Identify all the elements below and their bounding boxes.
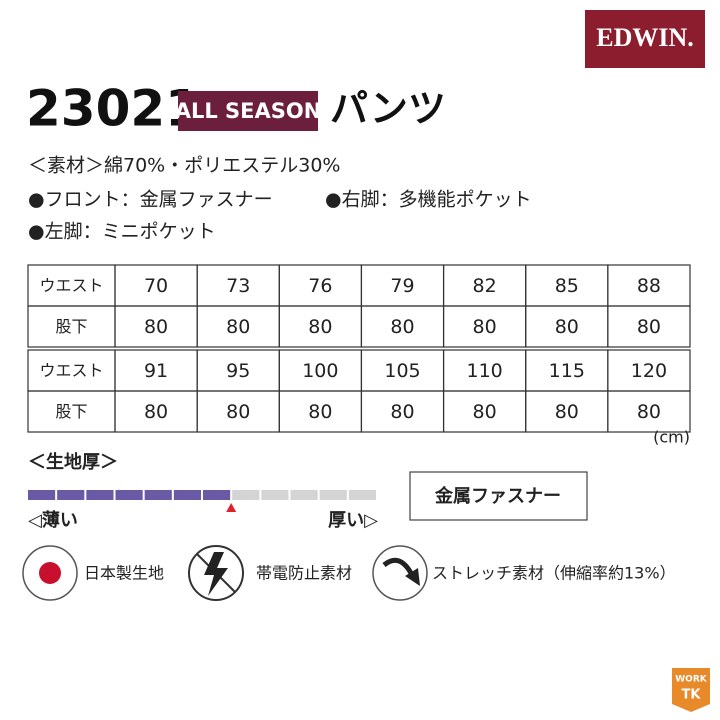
cell-value: 105 [384,360,420,382]
icon-antistatic-bolt [204,552,228,596]
scale-segment [86,490,114,500]
row-header: ウエスト [39,361,103,380]
product-name: パンツ [330,87,446,131]
icon-stretch-head [405,568,420,586]
table-cell [607,390,691,433]
logo-badge [672,668,710,712]
scale-segment [57,490,85,500]
scale-segment [290,490,318,500]
cell-value: 79 [390,275,414,297]
icon-stretch [372,545,428,601]
cell-value: 80 [144,316,168,338]
row-header: 股下 [55,317,87,336]
size-tables: ウエスト 70 73 76 79 82 85 88 股下 80 80 80 80 80 80 80 ウエスト 91… [27,264,691,433]
cell-value: 115 [549,360,585,382]
row-header: 股下 [55,402,87,421]
spec: ＜素材＞綿70%・ポリエステル30% [28,155,340,177]
brand: EDWIN. [596,23,694,52]
cell-value: 80 [555,401,579,423]
fastener: 金属ファスナー [434,485,561,507]
cell-value: 80 [555,316,579,338]
cell-value: 80 [226,401,250,423]
cell-value: 80 [473,316,497,338]
cell-value: 80 [308,401,332,423]
season: ALL SEASON [175,99,322,123]
product-number: 23021 [26,80,200,138]
cell-value: 80 [637,316,661,338]
fastener-box [409,471,588,521]
scale-segment [319,490,347,500]
cell-value: 80 [308,316,332,338]
spec: ●フロント：金属ファスナー [28,189,273,211]
thickness-label: ＜生地厚＞ [28,451,118,473]
scale-segment [348,490,376,500]
table-cell [607,305,691,348]
cell-value: 70 [144,275,168,297]
cell-value: 120 [631,360,667,382]
scale-segment [115,490,143,500]
brand-box [585,10,705,68]
feature: ストレッチ素材（伸縮率約13%） [432,564,676,583]
thick-label: 厚い▷ [328,510,378,531]
cell-value: 110 [467,360,503,382]
scale-segment [261,490,289,500]
cell-value: 82 [473,275,497,297]
cell-value: 80 [637,401,661,423]
cell-value: 100 [302,360,338,382]
season-box [178,91,318,131]
cell-value: 80 [390,316,414,338]
cell-value: 85 [555,275,579,297]
icon-japan-sun [39,562,61,584]
scale-marker [226,503,237,512]
feature: 日本製生地 [84,564,164,583]
cell-value: 95 [226,360,250,382]
thickness-scale [28,490,376,512]
logo-text: TK [682,688,702,703]
thin-label: ◁薄い [28,510,78,531]
cell-value: 80 [226,316,250,338]
scale-segment [144,490,172,500]
scale-segment [232,490,260,500]
icon-stretch-arrow [382,557,415,577]
cell-value: 80 [390,401,414,423]
cell-value: 88 [637,275,661,297]
row-header: ウエスト [39,276,103,295]
cell-value: 80 [144,401,168,423]
feature: 帯電防止素材 [256,564,352,583]
logo-text: WORK [675,675,708,685]
scale-segment [28,490,56,500]
cell-value: 91 [144,360,168,382]
scale-segment [173,490,201,500]
scale-segment [203,490,231,500]
cell-value: 76 [308,275,332,297]
cell-value: 80 [473,401,497,423]
spec: ●右脚：多機能ポケット [325,189,532,211]
unit: (cm) [653,428,690,447]
cell-value: 73 [226,275,250,297]
spec: ●左脚：ミニポケット [28,221,216,243]
